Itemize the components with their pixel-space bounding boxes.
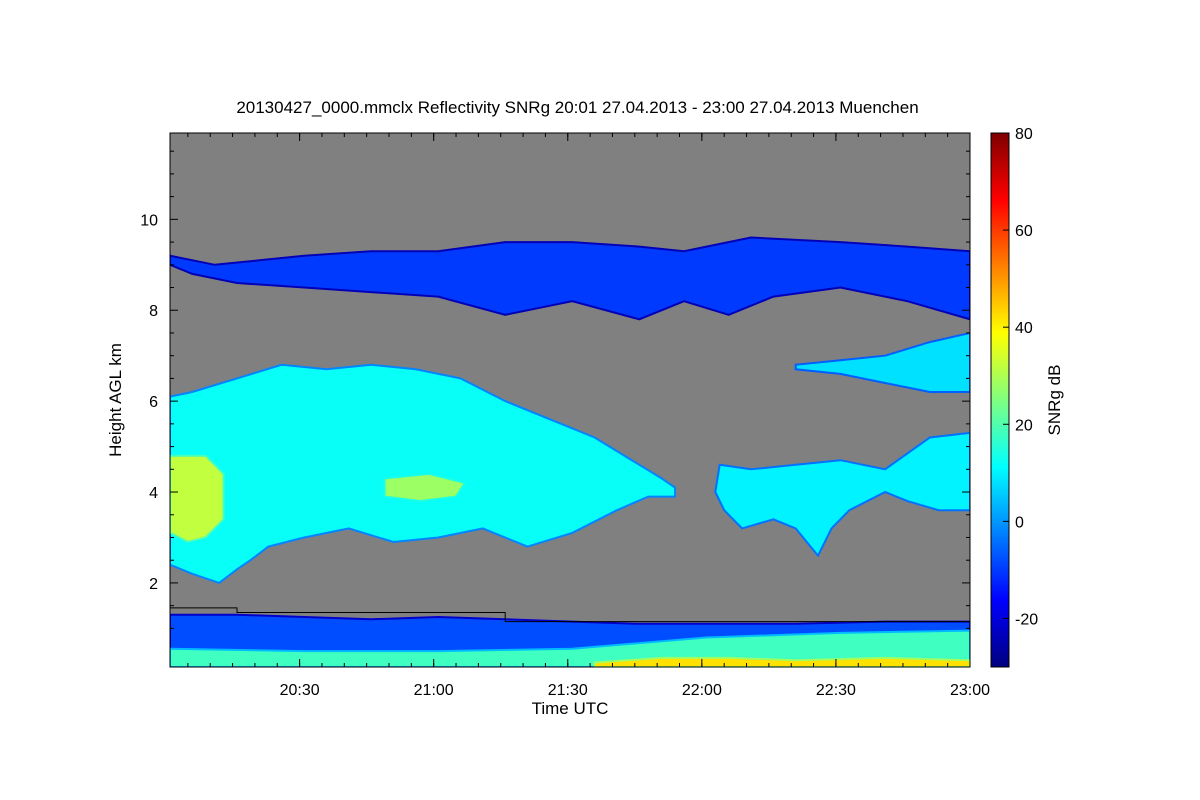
echo-region (170, 629, 970, 667)
echo-region (170, 236, 970, 321)
x-tick-label: 21:00 (414, 682, 454, 699)
colorbar-axis: -20 0 20 40 60 80 (1003, 126, 1038, 628)
x-tick-label: 20:30 (280, 682, 320, 699)
x-axis: 20:30 21:00 21:30 22:00 22:30 23:00 (187, 133, 990, 699)
echo-region (170, 454, 225, 544)
echo-region (383, 472, 467, 503)
plot-area (170, 133, 970, 667)
y-tick-label: 2 (149, 576, 158, 593)
chart-title: 20130427_0000.mmclx Reflectivity SNRg 20… (236, 98, 919, 117)
colorbar-tick-label: 20 (1015, 417, 1033, 434)
y-axis-label: Height AGL km (106, 343, 125, 457)
x-tick-label: 21:30 (548, 682, 588, 699)
y-tick-label: 8 (149, 303, 158, 320)
y-tick-label: 10 (140, 212, 158, 229)
x-tick-label: 23:00 (950, 682, 990, 699)
colorbar-tick-label: 0 (1015, 514, 1024, 531)
y-tick-label: 4 (149, 485, 158, 502)
colorbar-tick-label: 80 (1015, 126, 1033, 143)
colorbar-tick-label: 40 (1015, 320, 1033, 337)
x-axis-label: Time UTC (532, 699, 609, 718)
colorbar (990, 132, 1010, 668)
plot-frame (169, 132, 971, 668)
echo-region (714, 431, 970, 558)
x-tick-label: 22:30 (816, 682, 856, 699)
echo-region (794, 331, 970, 393)
y-tick-label: 6 (149, 394, 158, 411)
boundary-layer-line (170, 607, 970, 623)
colorbar-tick-label: 60 (1015, 223, 1033, 240)
colorbar-label: SNRg dB (1045, 365, 1064, 436)
x-tick-label: 22:00 (682, 682, 722, 699)
y-axis: 2 4 6 8 10 (140, 150, 970, 629)
colorbar-tick-label: -20 (1015, 611, 1038, 628)
echo-region (593, 656, 970, 667)
